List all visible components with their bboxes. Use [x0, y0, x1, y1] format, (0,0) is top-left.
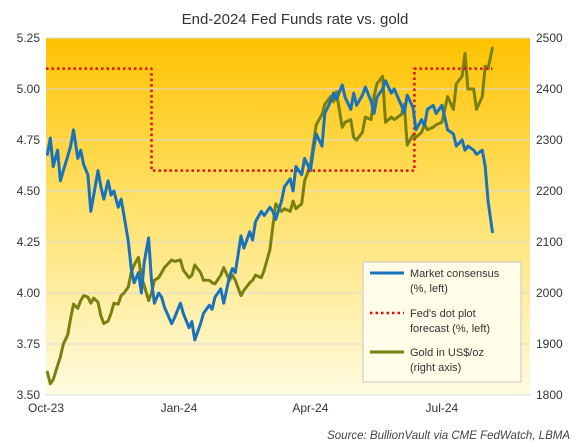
left-tick-label: 4.00 [17, 286, 41, 300]
x-tick-label: Oct-23 [28, 401, 64, 415]
right-tick-label: 1900 [536, 337, 563, 351]
left-tick-label: 3.50 [17, 388, 41, 402]
gridlines [46, 37, 530, 396]
legend-box [362, 261, 522, 383]
legend-label-market-consensus-2: (%, left) [410, 283, 448, 295]
left-axis-ticks: 3.50 3.75 4.00 4.25 4.50 4.75 5.00 5.25 [17, 31, 41, 402]
series-line-market-consensus-left [45, 79, 494, 342]
legend-label-dot-plot-2: forecast (%, left) [410, 323, 490, 335]
right-tick-label: 2200 [536, 184, 563, 198]
right-tick-label: 1800 [536, 388, 563, 402]
series-line-fed-s-dot-plot-forecast-left [46, 67, 493, 172]
legend-label-market-consensus-1: Market consensus [410, 268, 500, 280]
source-note: Source: BullionVault via CME FedWatch, L… [327, 430, 570, 442]
x-tick-label: Jan-24 [161, 401, 198, 415]
right-tick-label: 2500 [536, 31, 563, 45]
left-tick-label: 4.25 [17, 235, 41, 249]
right-tick-label: 2000 [536, 286, 563, 300]
left-tick-label: 5.00 [17, 82, 41, 96]
chart-title: End-2024 Fed Funds rate vs. gold [182, 11, 409, 28]
legend-label-gold-1: Gold in US$/oz [410, 347, 484, 359]
series-lines [45, 46, 494, 386]
right-tick-label: 2100 [536, 235, 563, 249]
right-tick-label: 2300 [536, 133, 563, 147]
x-tick-label: Apr-24 [292, 401, 328, 415]
legend-label-gold-2: (right axis) [410, 362, 461, 374]
series-line-gold-in-us-oz-right-axis [45, 46, 494, 386]
left-tick-label: 4.75 [17, 133, 41, 147]
x-tick-label: Jul-24 [426, 401, 459, 415]
x-axis-ticks: Oct-23 Jan-24 Apr-24 Jul-24 [28, 401, 459, 415]
right-tick-label: 2400 [536, 82, 563, 96]
left-tick-label: 3.75 [17, 337, 41, 351]
right-axis-ticks: 1800 1900 2000 2100 2200 2300 2400 2500 [536, 31, 563, 402]
legend: Market consensus (%, left) Fed's dot plo… [362, 261, 522, 383]
legend-label-dot-plot-1: Fed's dot plot [410, 308, 476, 320]
left-tick-label: 4.50 [17, 184, 41, 198]
left-tick-label: 5.25 [17, 31, 41, 45]
